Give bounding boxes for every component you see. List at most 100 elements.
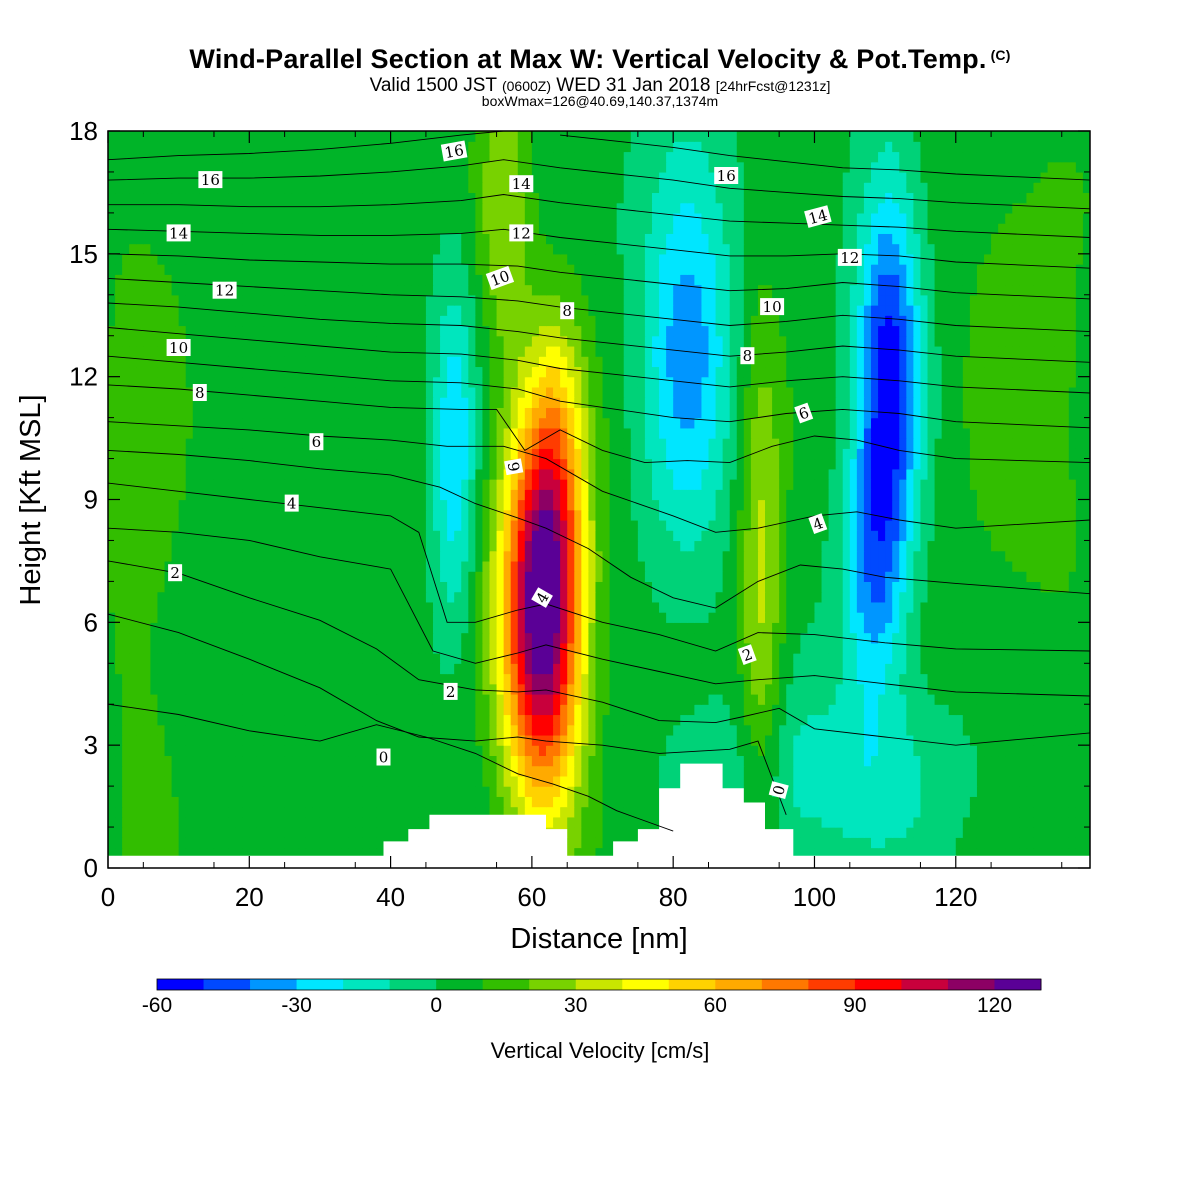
velocity-cell (976, 499, 985, 511)
velocity-cell (242, 734, 250, 746)
velocity-cell (694, 550, 703, 562)
velocity-cell (348, 755, 356, 767)
velocity-cell (948, 693, 957, 705)
velocity-cell (750, 693, 759, 705)
velocity-cell (1012, 540, 1020, 552)
velocity-cell (644, 653, 653, 664)
velocity-cell (199, 550, 208, 562)
velocity-cell (461, 509, 469, 521)
velocity-cell (447, 530, 455, 542)
velocity-cell (588, 622, 597, 634)
velocity-cell (213, 806, 222, 818)
velocity-cell (715, 683, 724, 695)
velocity-cell (221, 745, 229, 757)
velocity-cell (383, 806, 392, 818)
velocity-cell (835, 612, 844, 623)
velocity-cell (355, 786, 363, 797)
velocity-cell (659, 663, 667, 675)
velocity-cell (341, 837, 349, 849)
valid-utc: (0600Z) (501, 78, 552, 94)
velocity-cell (885, 847, 893, 859)
velocity-cell (920, 663, 929, 675)
velocity-cell (1019, 632, 1028, 644)
velocity-cell (609, 673, 618, 685)
velocity-cell (369, 499, 378, 511)
velocity-cell (722, 519, 731, 531)
velocity-cell (143, 847, 151, 859)
velocity-cell (411, 632, 420, 644)
velocity-cell (383, 816, 392, 828)
velocity-cell (157, 499, 166, 511)
velocity-cell (213, 499, 222, 511)
velocity-cell (1019, 775, 1028, 787)
velocity-cell (122, 632, 130, 644)
velocity-cell (772, 765, 780, 777)
velocity-cell (878, 775, 886, 787)
velocity-cell (546, 653, 554, 664)
velocity-cell (235, 550, 243, 562)
velocity-cell (998, 806, 1006, 818)
velocity-cell (637, 693, 646, 705)
velocity-cell (673, 755, 681, 767)
velocity-cell (334, 519, 342, 531)
velocity-cell (348, 653, 356, 664)
velocity-cell (270, 673, 279, 685)
velocity-cell (560, 653, 568, 664)
velocity-cell (277, 540, 286, 552)
velocity-cell (171, 827, 180, 838)
velocity-cell (531, 775, 540, 787)
velocity-cell (418, 642, 427, 654)
velocity-cell (496, 571, 505, 582)
velocity-cell (129, 509, 137, 521)
velocity-cell (327, 581, 335, 593)
velocity-cell (475, 632, 484, 644)
velocity-cell (765, 591, 773, 603)
velocity-cell (729, 714, 738, 726)
velocity-cell (404, 560, 413, 572)
velocity-cell (793, 622, 801, 634)
velocity-cell (249, 530, 257, 542)
velocity-cell (962, 550, 971, 562)
velocity-cell (355, 571, 363, 582)
velocity-cell (411, 530, 420, 542)
velocity-cell (793, 704, 801, 716)
velocity-cell (440, 642, 448, 654)
velocity-cell (157, 693, 166, 705)
velocity-cell (581, 734, 589, 746)
velocity-cell (878, 581, 886, 593)
velocity-cell (927, 796, 936, 808)
velocity-cell (122, 837, 130, 849)
velocity-cell (143, 550, 151, 562)
velocity-cell (228, 775, 236, 787)
velocity-cell (821, 683, 830, 695)
velocity-cell (411, 806, 420, 818)
velocity-cell (984, 714, 992, 726)
velocity-cell (411, 540, 420, 552)
velocity-cell (701, 622, 710, 634)
velocity-cell (708, 663, 717, 675)
velocity-cell (348, 499, 356, 511)
velocity-cell (885, 519, 893, 531)
velocity-cell (1047, 786, 1056, 797)
velocity-cell (743, 530, 752, 542)
velocity-cell (115, 509, 123, 521)
velocity-cell (348, 734, 356, 746)
velocity-cell (609, 827, 618, 838)
velocity-cell (468, 571, 476, 582)
velocity-cell (743, 786, 752, 797)
velocity-cell (609, 704, 618, 716)
velocity-cell (291, 550, 300, 562)
velocity-cell (906, 550, 914, 562)
velocity-cell (828, 827, 837, 838)
velocity-cell (736, 550, 745, 562)
velocity-cell (948, 601, 957, 613)
velocity-cell (334, 693, 342, 705)
velocity-cell (750, 509, 759, 521)
velocity-cell (383, 550, 392, 562)
velocity-cell (892, 745, 900, 757)
velocity-cell (489, 601, 498, 613)
velocity-cell (355, 816, 363, 828)
velocity-cell (927, 734, 936, 746)
velocity-cell (390, 499, 399, 511)
velocity-cell (327, 540, 335, 552)
